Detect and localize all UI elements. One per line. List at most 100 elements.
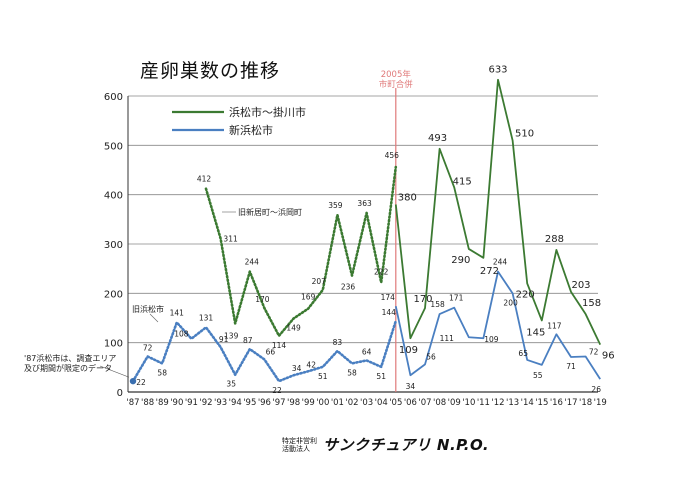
data-label: 456 (385, 151, 400, 160)
data-label: 203 (571, 280, 590, 291)
x-tick-label: '08 (433, 398, 446, 408)
data-label: 244 (245, 258, 260, 267)
x-tick-label: '88 (141, 398, 154, 408)
logo-subtitle: 特定非営利 活動法人 (282, 437, 317, 453)
x-tick-label: '87 (126, 398, 139, 408)
data-label: 359 (328, 201, 343, 210)
x-tick-label: '11 (477, 398, 490, 408)
x-tick-label: '17 (564, 398, 577, 408)
chart-title: 産卵巣数の推移 (140, 60, 281, 82)
inline-label-pointer-old-hamamatsu (149, 313, 159, 323)
data-label: 26 (591, 385, 601, 394)
data-label: 58 (157, 368, 167, 377)
data-label: 510 (515, 128, 534, 139)
data-label: 42 (306, 360, 316, 369)
legend-label-hamamatsu-kakegawa: 浜松市〜掛川市 (229, 105, 306, 119)
data-label: 71 (566, 362, 576, 371)
series-line-hamamatsu-kakegawa (394, 78, 602, 346)
x-tick-label: '06 (404, 398, 417, 408)
data-label: 83 (333, 338, 343, 347)
x-tick-label: '93 (214, 398, 227, 408)
data-label: 170 (255, 295, 270, 304)
x-tick-label: '03 (360, 398, 373, 408)
data-label: 174 (381, 293, 396, 302)
series-line-old-arai-hamaoka (204, 165, 398, 338)
data-label: 415 (453, 176, 472, 187)
x-tick-label: '94 (229, 398, 242, 408)
x-tick-label: '15 (535, 398, 548, 408)
x-tick-label: '98 (287, 398, 300, 408)
data-label: 220 (516, 289, 535, 300)
x-tick-label: '13 (506, 398, 519, 408)
data-label: 158 (430, 300, 445, 309)
data-label: 412 (197, 175, 212, 184)
footnote-text: '87浜松市は、調査エリア及び期間が限定のデータ (24, 354, 117, 373)
x-tick-label: '01 (331, 398, 344, 408)
x-tick-label: '10 (462, 398, 475, 408)
y-tick-label: 0 (117, 388, 123, 399)
y-tick-label: 200 (104, 289, 123, 300)
y-tick-label: 100 (104, 339, 123, 350)
x-tick-label: '18 (579, 398, 592, 408)
x-tick-label: '02 (345, 398, 358, 408)
organization-logo: 特定非営利 活動法人 サンクチュアリ N.P.O. (282, 434, 489, 455)
y-tick-label: 300 (104, 240, 123, 251)
logo-subtitle-line1: 特定非営利 (282, 436, 317, 445)
data-label: 139 (224, 331, 239, 340)
series-line-old-hamamatsu (131, 319, 398, 383)
x-tick-label: '92 (199, 398, 212, 408)
inline-label-old-arai-hamaoka: 旧新居町〜浜岡町 (238, 207, 302, 217)
data-label: 311 (223, 235, 238, 244)
data-label: 222 (374, 267, 389, 276)
data-label: 72 (589, 347, 599, 356)
data-label: 51 (318, 372, 328, 381)
x-tick-label: '16 (550, 398, 563, 408)
data-label: 35 (226, 380, 236, 389)
data-label: 111 (440, 334, 455, 343)
data-point-1987 (129, 377, 137, 385)
x-tick-label: '89 (156, 398, 169, 408)
merger-label-year: 2005年 (381, 69, 412, 80)
data-label: 64 (362, 347, 372, 356)
data-label: 493 (428, 133, 447, 144)
data-label: 66 (266, 347, 276, 356)
x-tick-label: '04 (375, 398, 388, 408)
data-label: 109 (399, 345, 418, 356)
x-tick-label: '99 (302, 398, 315, 408)
data-label: 149 (286, 323, 301, 332)
data-label: 58 (347, 368, 357, 377)
logo-subtitle-line2: 活動法人 (282, 444, 310, 453)
data-label: 272 (480, 266, 499, 277)
x-tick-label: '14 (521, 398, 534, 408)
y-tick-label: 400 (104, 191, 123, 202)
data-label: 117 (547, 321, 562, 330)
footnote-pointer (99, 365, 130, 378)
data-label: 65 (518, 349, 528, 358)
x-tick-label: '97 (272, 398, 285, 408)
data-label: 200 (503, 298, 518, 307)
x-tick-label: '05 (389, 398, 402, 408)
data-label: 363 (357, 199, 372, 208)
merger-label-text: 市町合併 (379, 79, 414, 90)
data-label: 236 (341, 283, 356, 292)
data-label: 145 (526, 327, 545, 338)
y-tick-label: 500 (104, 141, 123, 152)
x-tick-label: '19 (594, 398, 607, 408)
data-label: 87 (243, 336, 253, 345)
data-label: 108 (174, 330, 189, 339)
data-label: 207 (312, 277, 327, 286)
data-label: 34 (406, 382, 416, 391)
data-label: 131 (199, 313, 214, 322)
data-label: 56 (426, 352, 436, 361)
y-tick-label: 600 (104, 92, 123, 103)
data-label: 171 (449, 294, 464, 303)
x-tick-label: '91 (185, 398, 198, 408)
data-label: 158 (582, 298, 601, 309)
x-tick-label: '07 (418, 398, 431, 408)
x-tick-label: '00 (316, 398, 329, 408)
data-label: 290 (451, 255, 470, 266)
data-label: 55 (533, 371, 543, 380)
x-tick-label: '09 (448, 398, 461, 408)
data-label: 51 (376, 372, 386, 381)
